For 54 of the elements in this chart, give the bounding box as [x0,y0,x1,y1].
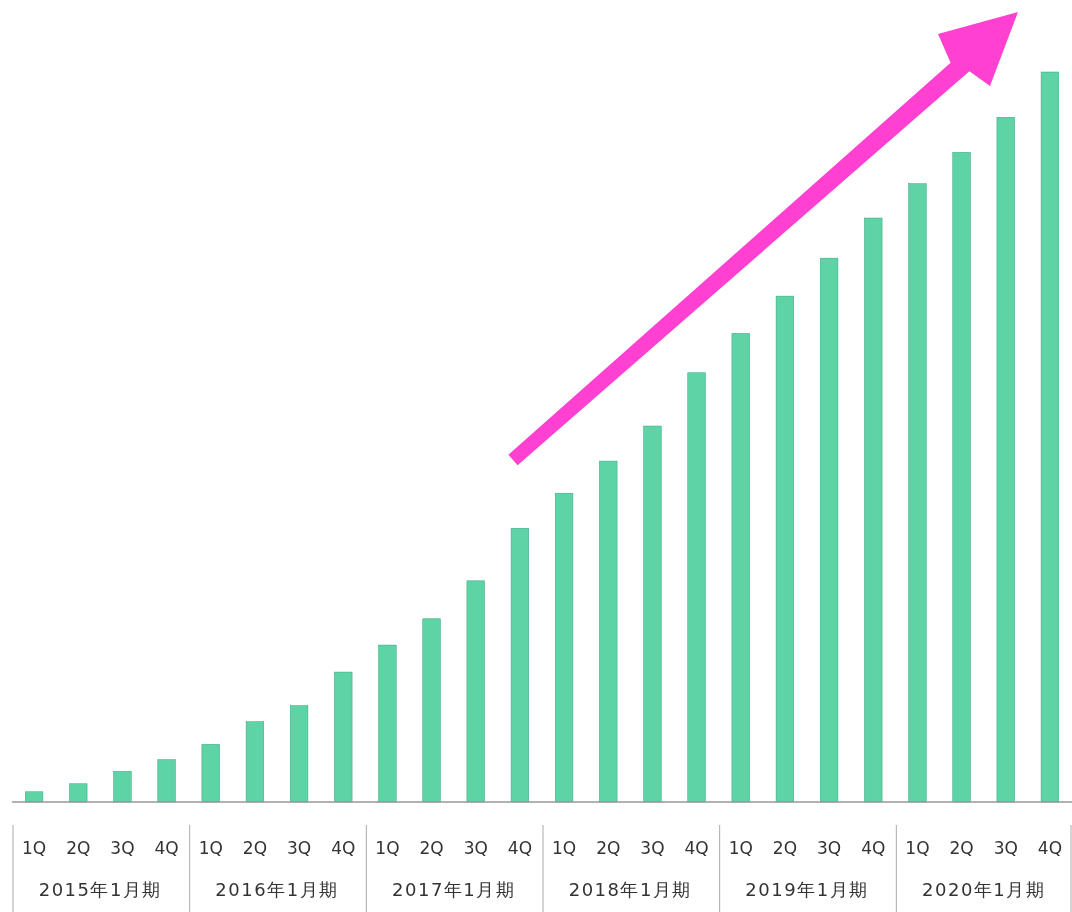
bar [555,492,574,803]
text: 2018年1月期 [568,879,692,900]
bar [643,425,662,803]
bar [996,117,1015,803]
x-tick-label: 2Q [772,838,798,858]
x-tick-label: 1Q [905,838,930,858]
x-tick-label: 2Q [419,838,444,858]
x-tick-label: 1Q [728,838,753,858]
bar [952,152,971,803]
text: 2017年1月期 [392,879,516,900]
x-tick-label: 4Q [507,838,533,858]
text: 2019年1月期 [745,879,869,900]
bar [731,333,750,803]
x-tick-label: 1Q [551,838,577,858]
bar [775,295,794,803]
text: 2016年1月期 [215,879,339,900]
bar [290,705,309,803]
bar [687,372,706,803]
bar [69,783,88,803]
x-tick-label: 3Q [463,838,488,858]
bar [25,791,44,803]
x-tick-label: 2Q [949,838,974,858]
text: 2020年1月期 [922,879,1046,900]
x-tick-label: 1Q [198,838,223,858]
x-tick-label: 4Q [331,838,356,858]
x-tick-label: 3Q [640,838,665,858]
bar [820,257,839,803]
x-tick-label: 4Q [1037,838,1063,858]
x-tick-label: 3Q [993,838,1018,858]
x-tick-label: 2Q [242,838,268,858]
bar [422,618,441,803]
text: 2015年1月期 [38,879,162,900]
x-tick-label: 3Q [816,838,842,858]
bar [1040,71,1059,803]
bar [201,744,220,803]
bar [245,721,264,803]
x-tick-label: 3Q [286,838,312,858]
bar [908,183,927,803]
bar [864,217,883,803]
bar [510,528,529,803]
bar [378,644,397,803]
x-tick-label: 4Q [684,838,709,858]
bar [157,759,176,803]
x-tick-label: 4Q [154,838,179,858]
x-tick-label: 3Q [110,838,135,858]
x-tick-label: 2Q [66,838,91,858]
bar [599,460,618,803]
x-tick-label: 2Q [596,838,621,858]
bar [466,580,485,803]
x-tick-label: 1Q [375,838,400,858]
bar [334,671,353,803]
x-tick-label: 4Q [861,838,886,858]
bar [113,771,132,803]
x-tick-label: 1Q [21,838,47,858]
